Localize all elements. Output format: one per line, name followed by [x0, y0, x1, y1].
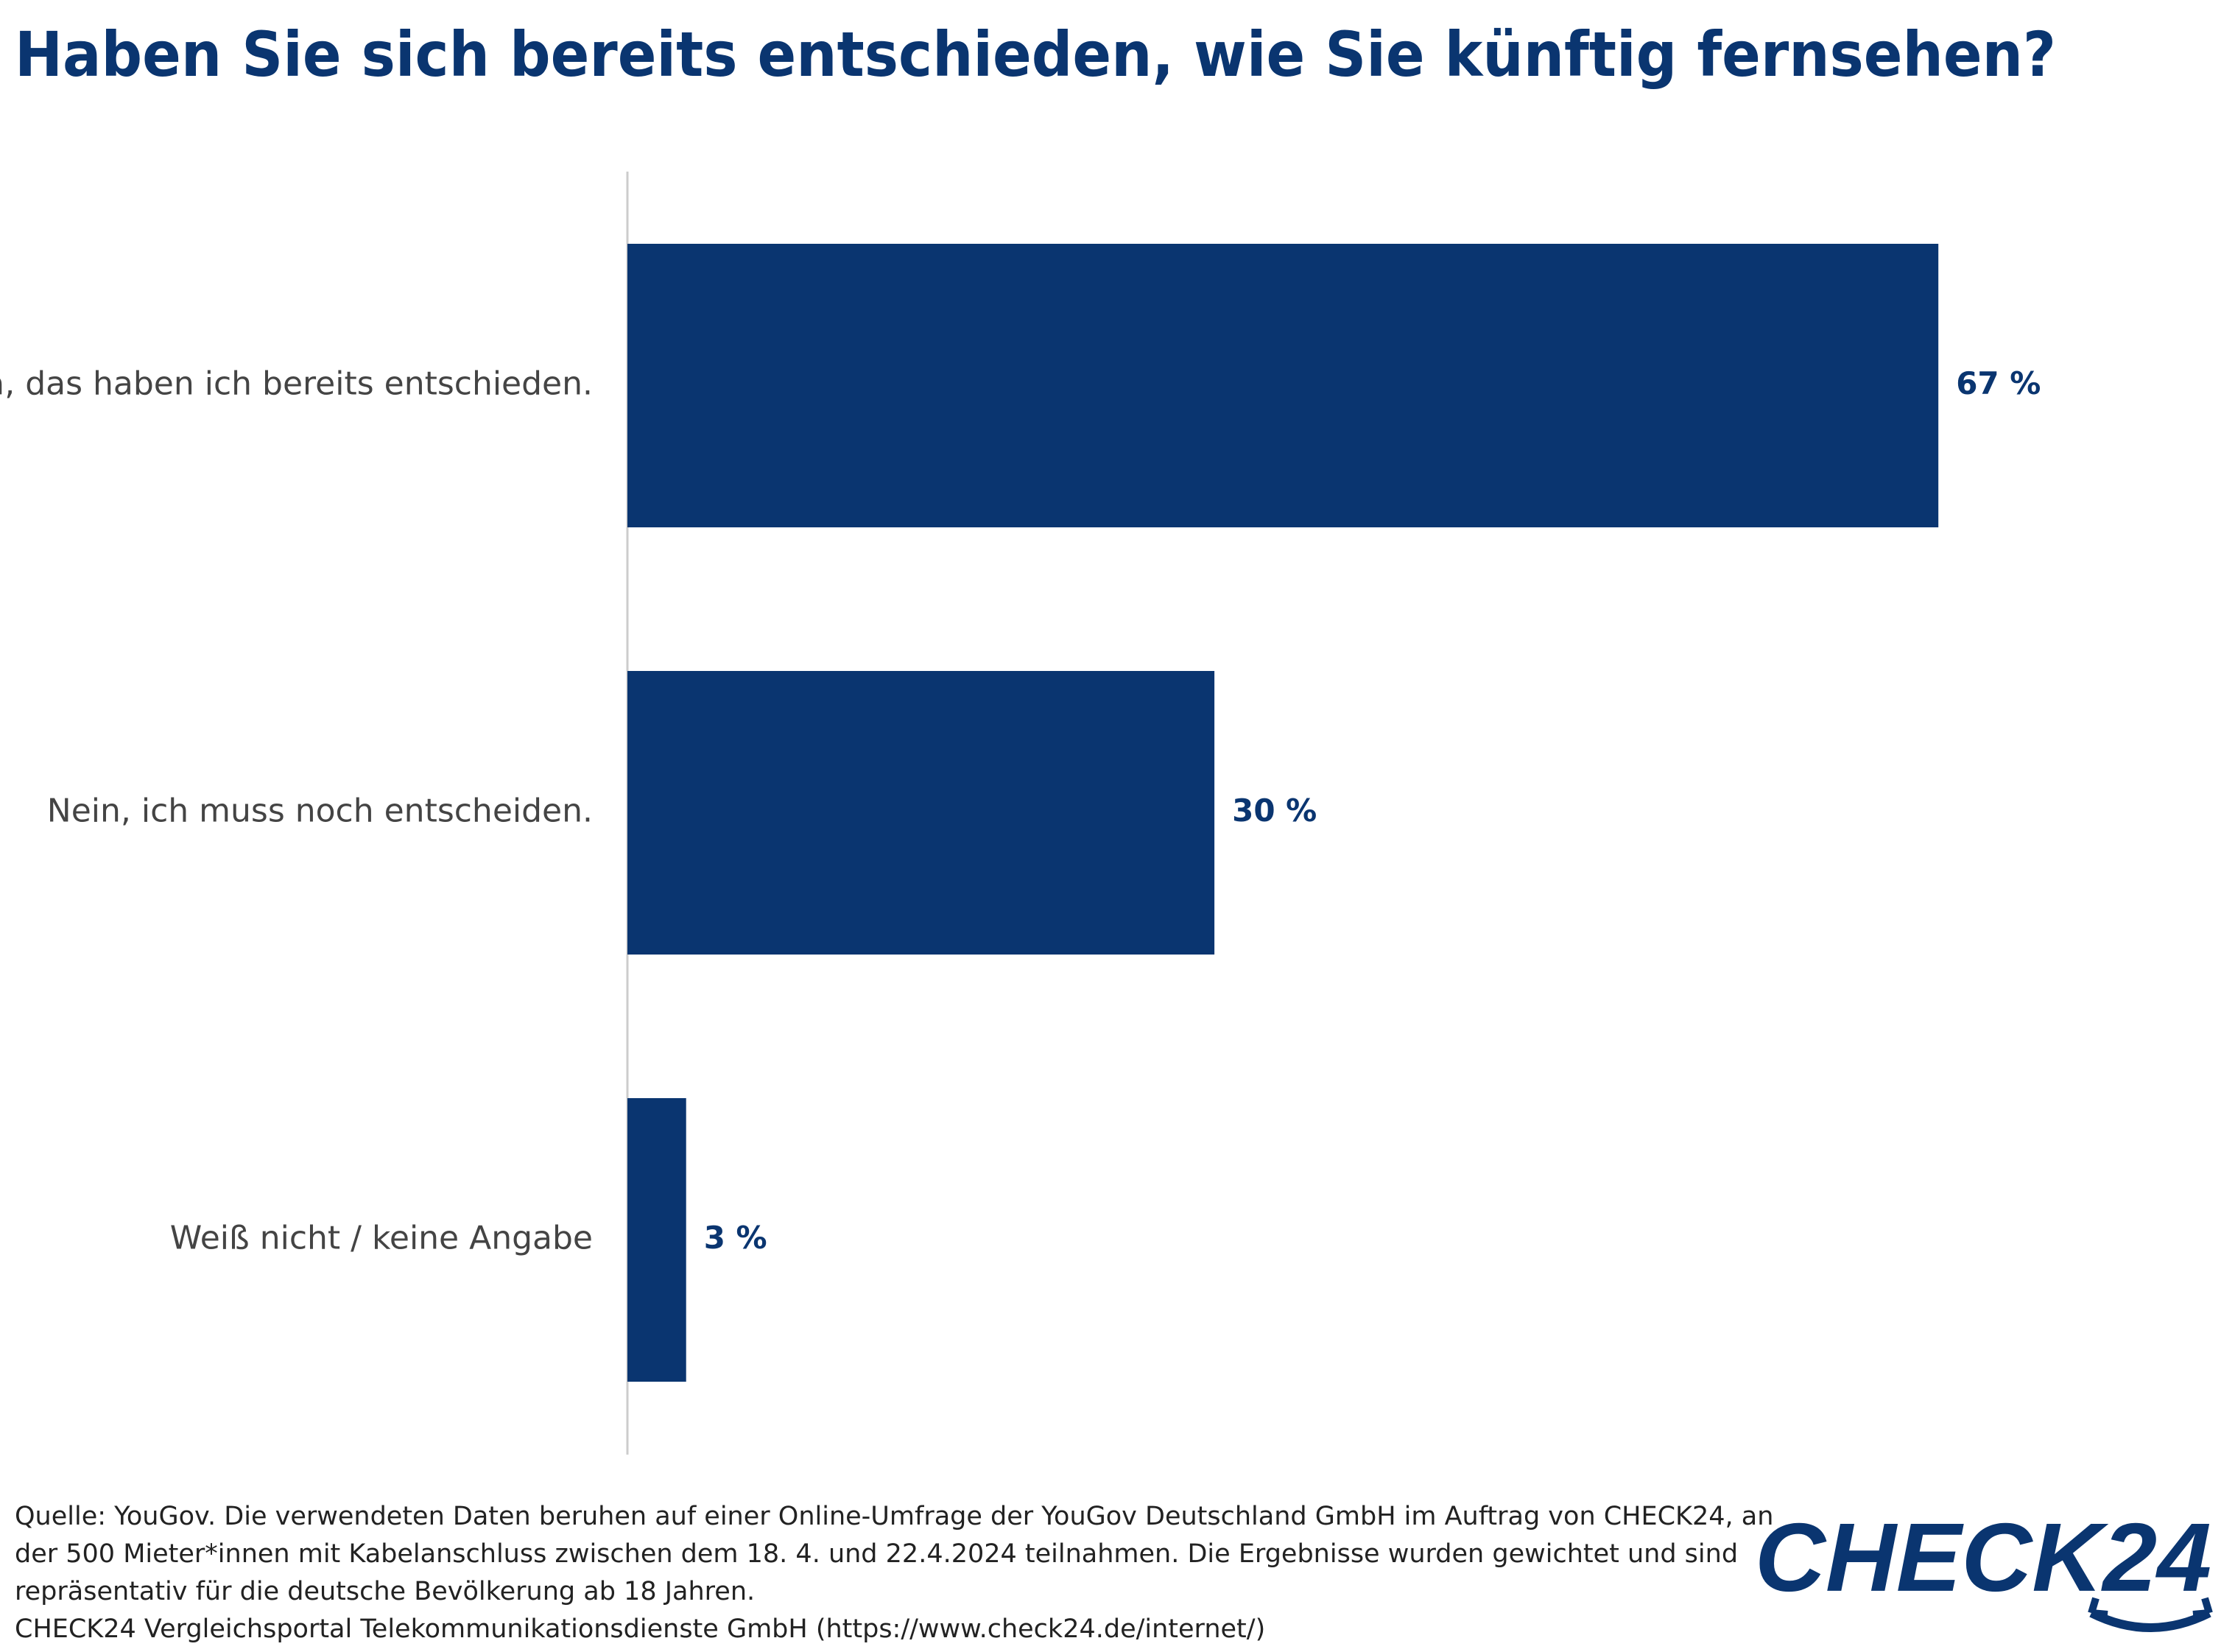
chart-title: Haben Sie sich bereits entschieden, wie …: [15, 18, 2056, 91]
bar: [627, 671, 1215, 955]
logo: CHECK24: [1755, 1503, 2211, 1611]
category-label: Ja, das haben ich bereits entschieden.: [0, 365, 593, 403]
value-label: 30 %: [1232, 792, 1317, 829]
source-note: Quelle: YouGov. Die verwendeten Daten be…: [15, 1502, 1773, 1531]
logo-swoosh: [2089, 1609, 2211, 1632]
category-label: Weiß nicht / keine Angabe: [170, 1220, 593, 1257]
value-label: 67 %: [1956, 365, 2041, 401]
logo-arrows: [2088, 1597, 2213, 1618]
source-note: der 500 Mieter*innen mit Kabelanschluss …: [15, 1539, 1738, 1569]
category-label: Nein, ich muss noch entscheiden.: [47, 792, 593, 830]
bar: [627, 1098, 686, 1382]
value-label: 3 %: [704, 1220, 767, 1256]
source-note: CHECK24 Vergleichsportal Telekommunikati…: [15, 1614, 1265, 1644]
bar: [627, 244, 1939, 527]
source-note: repräsentativ für die deutsche Bevölkeru…: [15, 1577, 755, 1606]
